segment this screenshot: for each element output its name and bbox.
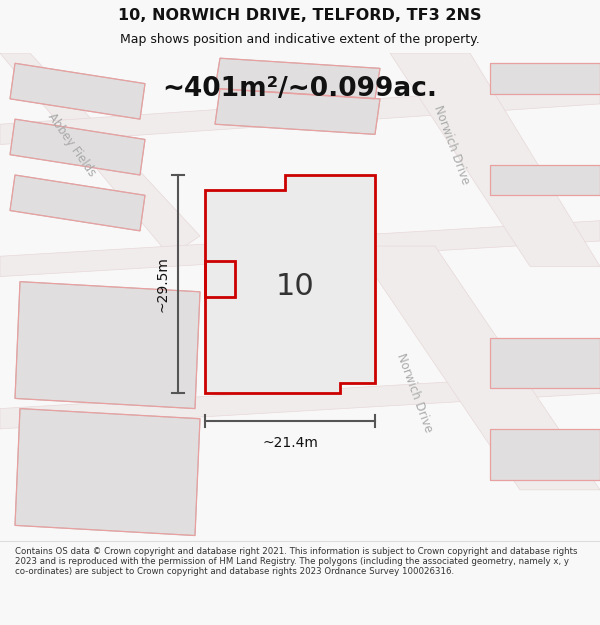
Polygon shape bbox=[0, 53, 200, 256]
Polygon shape bbox=[15, 409, 200, 536]
Text: 10, NORWICH DRIVE, TELFORD, TF3 2NS: 10, NORWICH DRIVE, TELFORD, TF3 2NS bbox=[118, 8, 482, 23]
Polygon shape bbox=[0, 373, 600, 429]
Polygon shape bbox=[215, 89, 380, 134]
Polygon shape bbox=[355, 246, 600, 490]
Polygon shape bbox=[490, 63, 600, 94]
Polygon shape bbox=[490, 429, 600, 480]
Polygon shape bbox=[490, 338, 600, 388]
Polygon shape bbox=[15, 282, 200, 409]
Text: Norwich Drive: Norwich Drive bbox=[431, 103, 472, 186]
Polygon shape bbox=[390, 53, 600, 266]
Text: ~21.4m: ~21.4m bbox=[262, 436, 318, 450]
Polygon shape bbox=[205, 175, 375, 393]
Text: ~29.5m: ~29.5m bbox=[155, 256, 169, 312]
Text: 10: 10 bbox=[275, 272, 314, 301]
Text: Contains OS data © Crown copyright and database right 2021. This information is : Contains OS data © Crown copyright and d… bbox=[15, 546, 577, 576]
Text: ~401m²/~0.099ac.: ~401m²/~0.099ac. bbox=[163, 76, 437, 102]
Text: Abbey Fields: Abbey Fields bbox=[46, 111, 98, 179]
Polygon shape bbox=[215, 58, 380, 99]
Polygon shape bbox=[10, 175, 145, 231]
Polygon shape bbox=[10, 63, 145, 119]
Text: Map shows position and indicative extent of the property.: Map shows position and indicative extent… bbox=[120, 33, 480, 46]
Polygon shape bbox=[490, 165, 600, 195]
Polygon shape bbox=[10, 119, 145, 175]
Polygon shape bbox=[0, 84, 600, 144]
Polygon shape bbox=[0, 221, 600, 276]
Text: Norwich Drive: Norwich Drive bbox=[395, 352, 436, 435]
